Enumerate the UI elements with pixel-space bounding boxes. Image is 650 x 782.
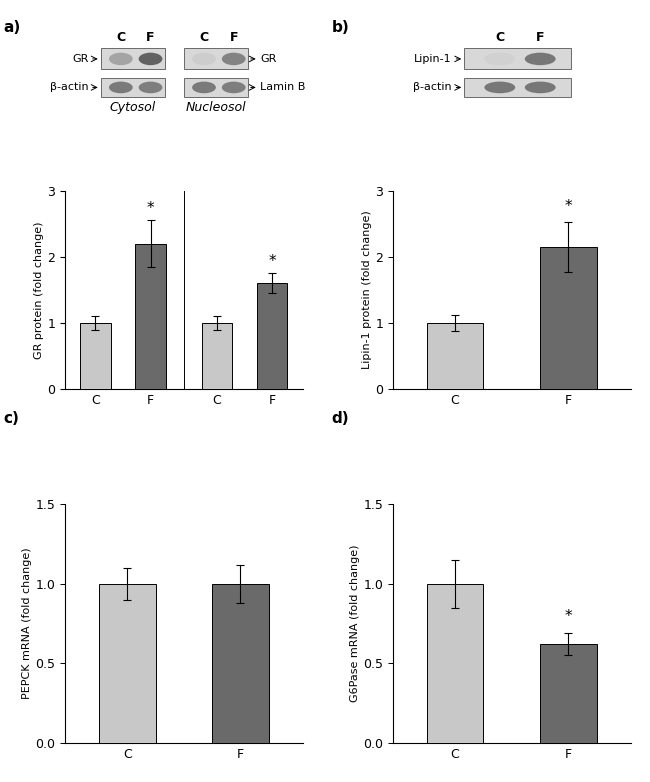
- Text: a): a): [3, 20, 21, 34]
- Bar: [101, 77, 165, 97]
- Y-axis label: PEPCK mRNA (fold change): PEPCK mRNA (fold change): [23, 547, 32, 699]
- Bar: [101, 48, 165, 70]
- Text: C: C: [200, 31, 209, 45]
- Bar: [257, 283, 287, 389]
- Text: C: C: [116, 31, 125, 45]
- Bar: [184, 48, 248, 70]
- Text: GR: GR: [260, 54, 277, 64]
- Ellipse shape: [138, 52, 162, 65]
- Y-axis label: GR protein (fold change): GR protein (fold change): [34, 221, 44, 359]
- Text: F: F: [536, 31, 545, 45]
- Text: *: *: [268, 253, 276, 269]
- Text: F: F: [229, 31, 238, 45]
- Bar: [202, 323, 232, 389]
- Ellipse shape: [192, 81, 216, 93]
- Ellipse shape: [484, 52, 515, 65]
- Text: C: C: [495, 31, 504, 45]
- Ellipse shape: [525, 52, 556, 65]
- Text: d): d): [332, 411, 349, 425]
- Ellipse shape: [525, 81, 556, 93]
- Bar: [184, 77, 248, 97]
- Bar: [540, 644, 597, 743]
- Ellipse shape: [222, 52, 246, 65]
- Y-axis label: G6Pase mRNA (fold change): G6Pase mRNA (fold change): [350, 545, 360, 702]
- Text: Lamin B: Lamin B: [260, 82, 306, 92]
- Bar: [464, 48, 571, 70]
- Bar: [80, 323, 111, 389]
- Text: β-actin: β-actin: [49, 82, 88, 92]
- Bar: [99, 584, 155, 743]
- Bar: [427, 323, 484, 389]
- Ellipse shape: [109, 81, 133, 93]
- Text: Cytosol: Cytosol: [110, 102, 156, 114]
- Ellipse shape: [192, 52, 216, 65]
- Bar: [464, 77, 571, 97]
- Text: Nucleosol: Nucleosol: [185, 102, 246, 114]
- Ellipse shape: [109, 52, 133, 65]
- Bar: [427, 584, 484, 743]
- Ellipse shape: [222, 81, 246, 93]
- Text: b): b): [332, 20, 349, 34]
- Text: β-actin: β-actin: [413, 82, 452, 92]
- Y-axis label: Lipin-1 protein (fold change): Lipin-1 protein (fold change): [363, 210, 372, 369]
- Bar: [540, 247, 597, 389]
- Text: *: *: [564, 608, 572, 623]
- Text: *: *: [147, 201, 155, 216]
- Text: Lipin-1: Lipin-1: [414, 54, 452, 64]
- Ellipse shape: [484, 81, 515, 93]
- Bar: [135, 243, 166, 389]
- Text: c): c): [3, 411, 19, 425]
- Text: *: *: [564, 199, 572, 213]
- Text: GR: GR: [72, 54, 88, 64]
- Ellipse shape: [138, 81, 162, 93]
- Text: F: F: [146, 31, 155, 45]
- Bar: [212, 584, 268, 743]
